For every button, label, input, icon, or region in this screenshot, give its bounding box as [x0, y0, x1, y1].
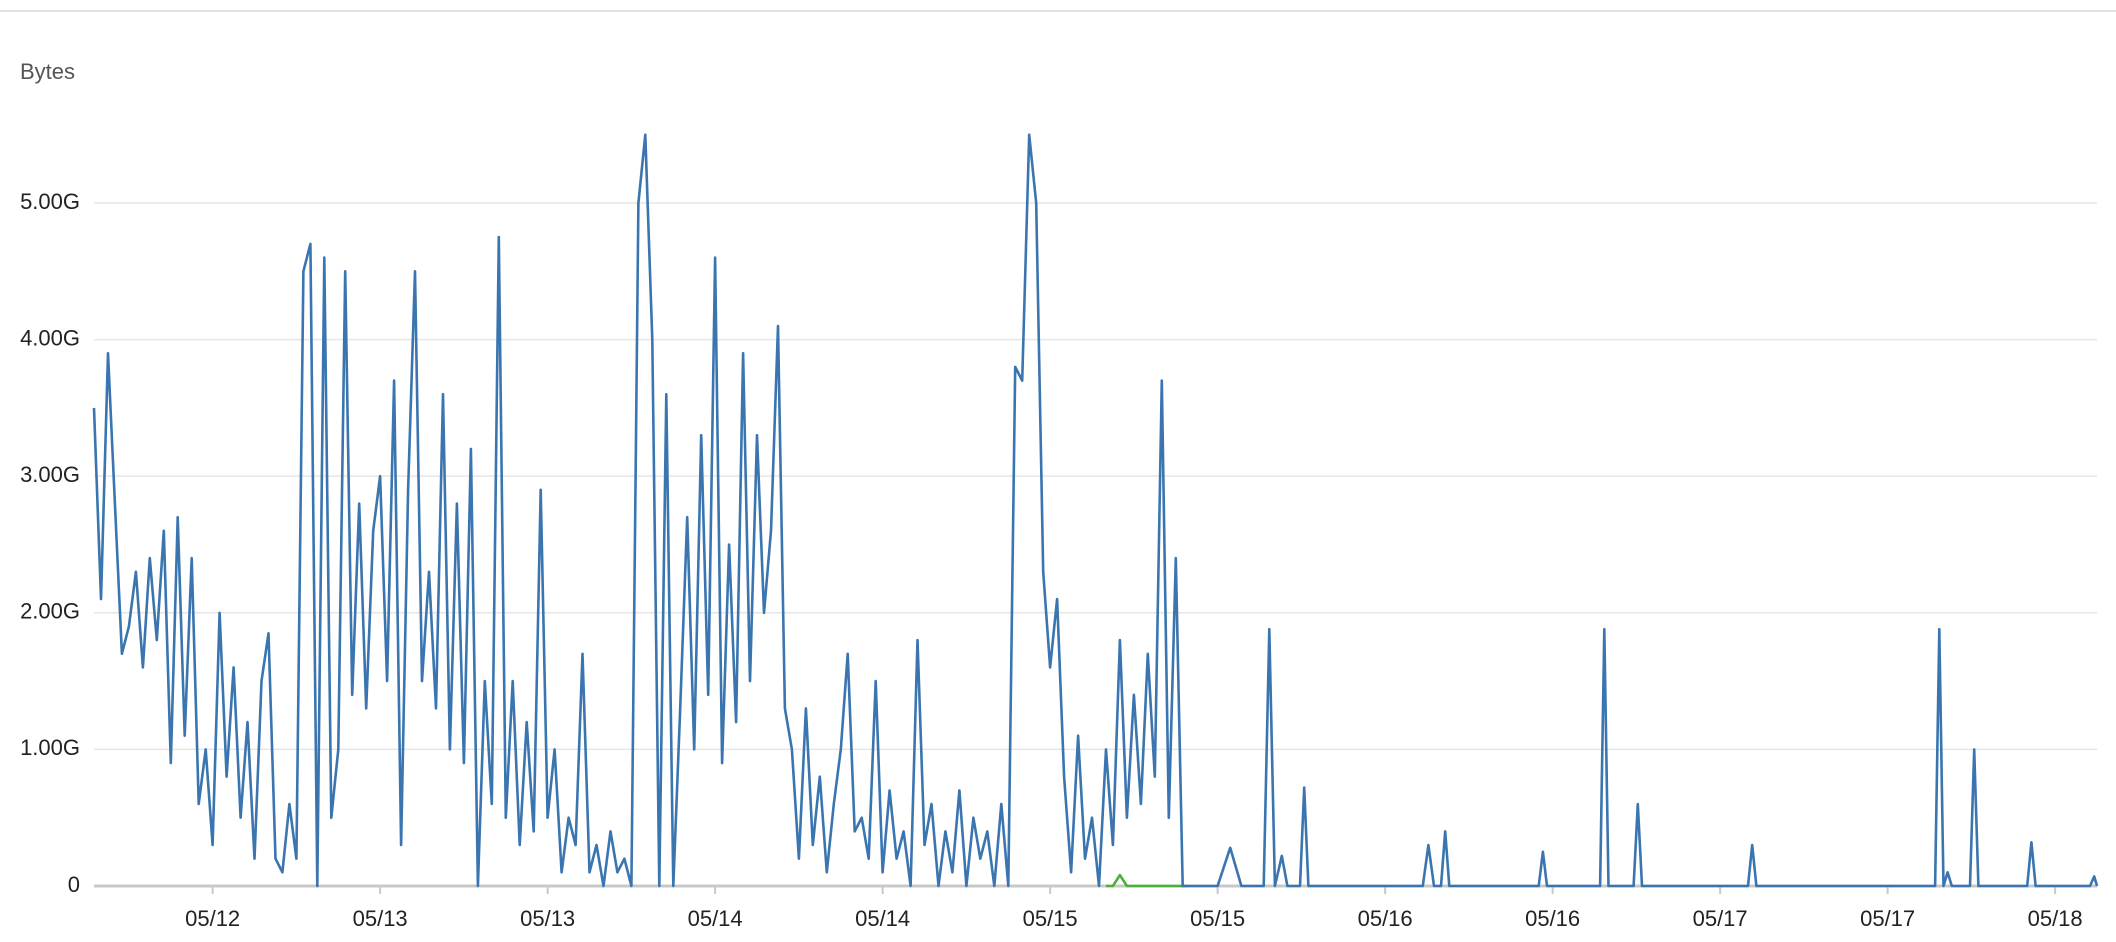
x-tick-label: 05/17: [1693, 906, 1748, 931]
x-tick-label: 05/16: [1525, 906, 1580, 931]
x-tick-label: 05/12: [185, 906, 240, 931]
x-tick-label: 05/14: [688, 906, 743, 931]
x-tick-label: 05/17: [1860, 906, 1915, 931]
y-tick-label: 1.00G: [20, 735, 80, 760]
x-tick-label: 05/14: [855, 906, 910, 931]
y-tick-label: 3.00G: [20, 462, 80, 487]
x-tick-label: 05/13: [353, 906, 408, 931]
data-line: [1106, 873, 1189, 888]
x-tick-label: 05/18: [2028, 906, 2083, 931]
y-tick-label: 4.00G: [20, 325, 80, 350]
y-tick-label: 2.00G: [20, 599, 80, 624]
y-tick-label: 0: [68, 872, 80, 897]
data-line: [92, 133, 2099, 888]
y-axis-label: Bytes: [20, 59, 75, 84]
y-tick-label: 5.00G: [20, 189, 80, 214]
x-tick-label: 05/16: [1358, 906, 1413, 931]
x-tick-label: 05/15: [1190, 906, 1245, 931]
x-tick-label: 05/15: [1023, 906, 1078, 931]
x-tick-label: 05/13: [520, 906, 575, 931]
